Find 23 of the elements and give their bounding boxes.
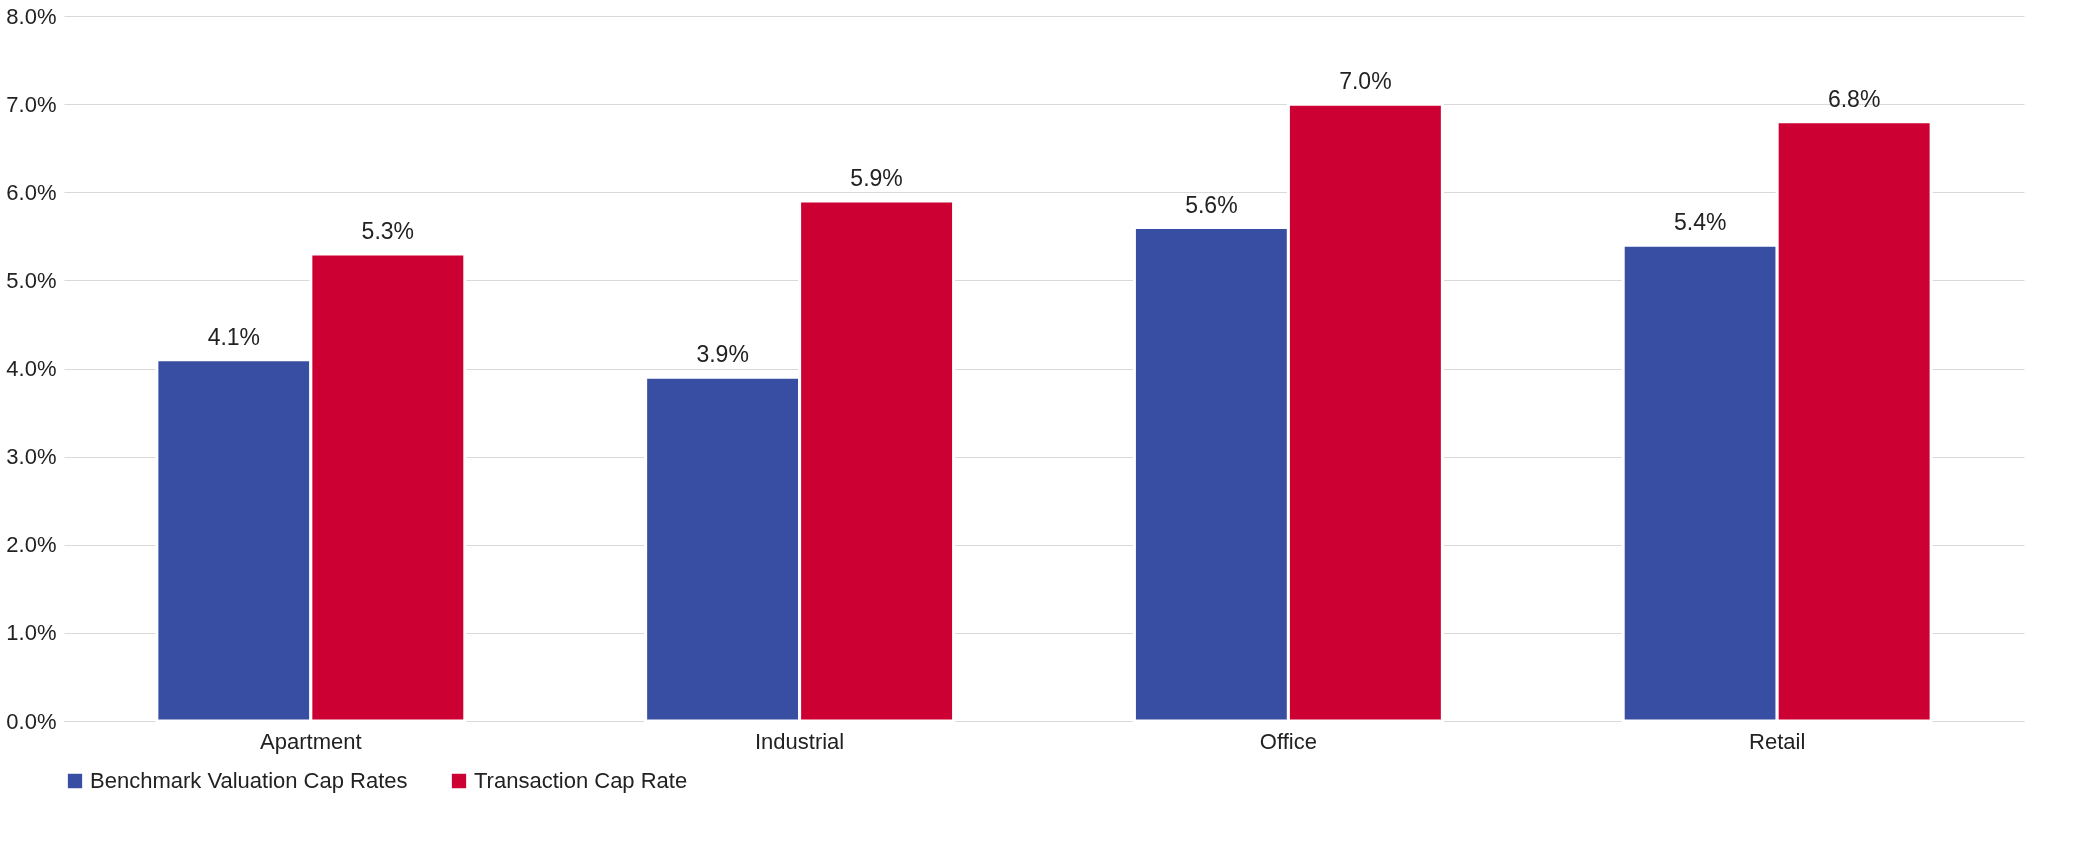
y-tick-label: 2.0% — [6, 532, 57, 558]
x-tick-label: Apartment — [260, 728, 362, 754]
y-tick-label: 0.0% — [6, 708, 57, 734]
data-label: 5.6% — [1185, 191, 1238, 218]
y-tick-label: 8.0% — [6, 3, 57, 29]
x-tick-label: Industrial — [754, 728, 845, 754]
legend-label: Transaction Cap Rate — [474, 768, 688, 793]
data-label: 5.9% — [850, 165, 903, 192]
x-tick-label: Retail — [1749, 728, 1806, 754]
data-label: 3.9% — [696, 341, 749, 368]
data-label: 5.4% — [1673, 209, 1727, 236]
legend-label: Benchmark Valuation Cap Rates — [90, 768, 408, 793]
y-tick-label: 4.0% — [6, 356, 57, 381]
y-tick-label: 7.0% — [6, 91, 57, 117]
x-tick-label: Office — [1259, 728, 1317, 754]
y-tick-label: 5.0% — [6, 267, 57, 293]
y-tick-label: 6.0% — [6, 179, 57, 205]
data-label: 4.1% — [207, 323, 261, 350]
data-label: 7.0% — [1339, 68, 1392, 95]
data-label: 6.8% — [1827, 85, 1881, 112]
data-label: 5.3% — [361, 217, 415, 244]
y-tick-label: 3.0% — [6, 444, 57, 470]
y-tick-label: 1.0% — [6, 620, 57, 646]
